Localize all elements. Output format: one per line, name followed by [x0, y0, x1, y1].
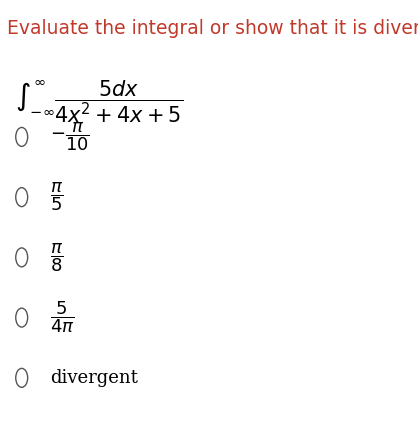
Text: $\dfrac{5}{4\pi}$: $\dfrac{5}{4\pi}$ [50, 300, 75, 336]
Text: divergent: divergent [50, 369, 138, 387]
Text: $\int_{-\infty}^{\infty} \dfrac{5dx}{4x^2+4x+5}$: $\int_{-\infty}^{\infty} \dfrac{5dx}{4x^… [15, 79, 183, 125]
Text: $-\dfrac{\pi}{10}$: $-\dfrac{\pi}{10}$ [50, 120, 90, 153]
Text: Evaluate the integral or show that it is divergent.: Evaluate the integral or show that it is… [7, 19, 418, 38]
Text: $\dfrac{\pi}{5}$: $\dfrac{\pi}{5}$ [50, 181, 64, 213]
Text: $\dfrac{\pi}{8}$: $\dfrac{\pi}{8}$ [50, 241, 64, 274]
